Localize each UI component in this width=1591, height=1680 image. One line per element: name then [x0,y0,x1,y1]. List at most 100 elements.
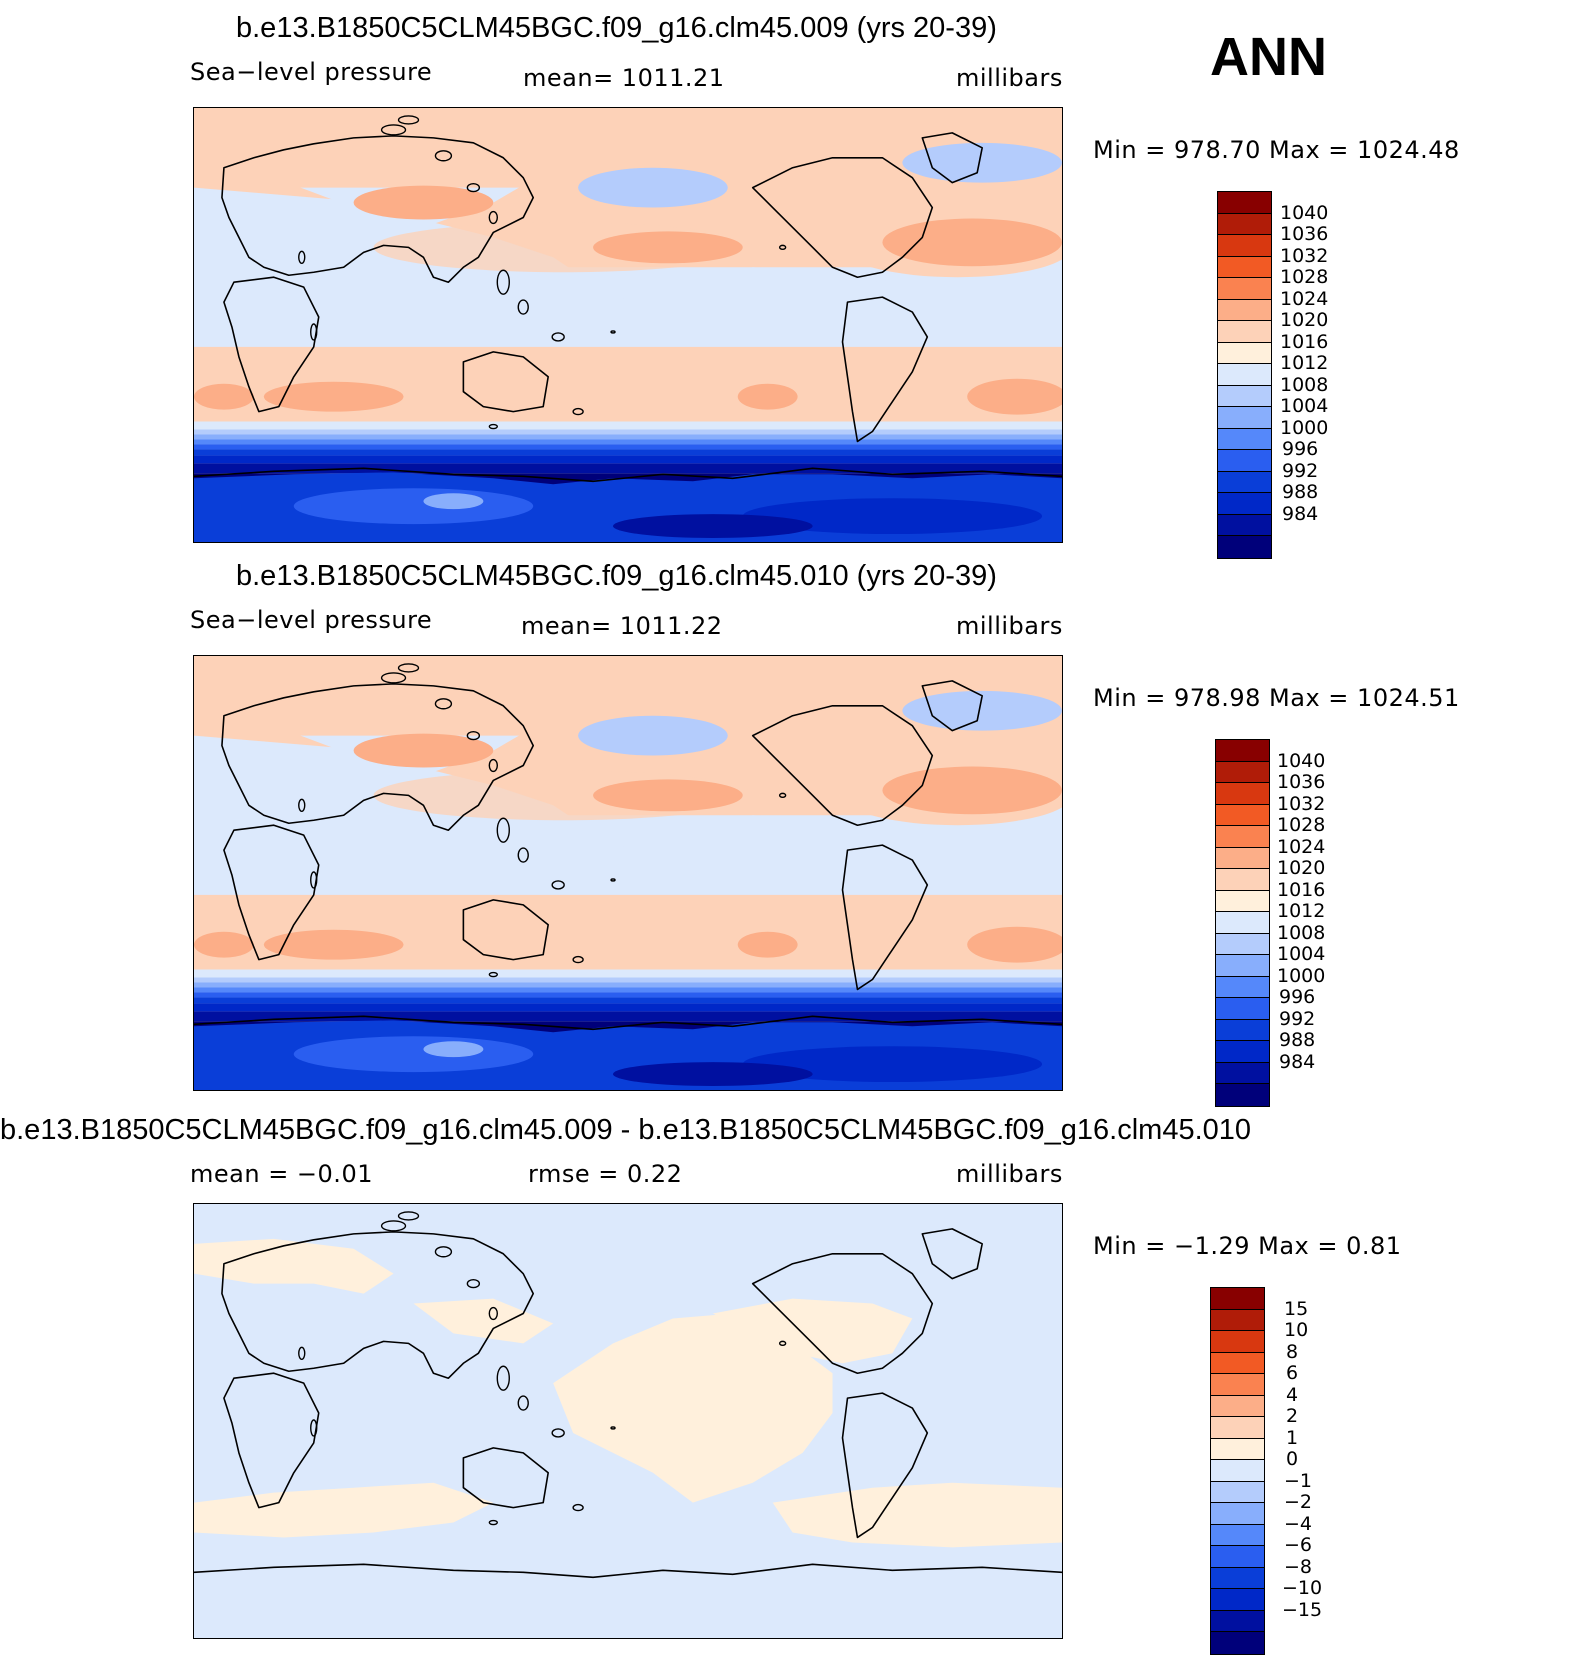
colorbar-segment [1216,869,1269,891]
colorbar-tick-label: 10 [1284,1319,1309,1341]
antarctic-field-patch [293,488,534,525]
island-outline [380,124,407,136]
colorbar-segment [1211,1567,1264,1589]
southern-ocean-low-band [194,434,1062,440]
colorbar-tick-label: −2 [1284,1491,1313,1513]
colorbar-tick-label: 996 [1279,986,1316,1008]
colorbar-segment [1216,933,1269,955]
map-svg [194,1204,1062,1638]
island-outline [610,1426,616,1430]
southern-ocean-low-band [194,992,1062,998]
colorbar-segment [1218,428,1271,450]
antarctic-field-patch [613,1062,813,1087]
n-pacific-high-core [593,231,743,264]
colorbar-segment [1211,1331,1264,1353]
colorbar-segment [1211,1438,1264,1460]
colorbar-segment [1216,1084,1269,1106]
antarctic-field-patch [742,498,1043,535]
colorbar-segment [1218,364,1271,386]
tropical-band [194,735,1062,866]
island-outline [488,971,498,978]
southern-ocean-low-band [194,1011,1062,1022]
colorbar-tick-label: −1 [1284,1469,1313,1492]
antarctic-field-patch [423,493,484,510]
positive-eurasia-region [194,1238,394,1294]
colorbar-segment [1216,847,1269,869]
colorbar-segment [1216,826,1269,848]
panel3-rmse: rmse = 0.22 [528,1160,683,1188]
southern-ocean-low-band [194,982,1062,988]
island-outline [778,244,787,251]
panel3-mean: mean = −0.01 [190,1160,373,1188]
colorbar-segment [1218,256,1271,278]
southern-ocean-low-band [194,421,1062,430]
colorbar-tick-label: 1028 [1280,266,1329,288]
panel2-variable: Sea−level pressure [190,606,433,634]
colorbar-tick-label: 1020 [1280,309,1329,331]
colorbar-segment [1216,955,1269,977]
colorbar-tick-label: 1040 [1280,201,1329,224]
island-outline [496,269,510,295]
colorbar-segment [1218,450,1271,472]
island-outline [434,150,453,162]
colorbar-segment [1218,471,1271,493]
colorbar-tick-label: 1024 [1277,835,1326,858]
island-outline [298,1346,306,1360]
aleutian-low [578,715,728,756]
south-high-cell [737,383,798,410]
colorbar-tick-label: 1032 [1277,792,1326,815]
island-outline [488,423,498,430]
colorbar-segment [1218,493,1271,515]
island-outline [551,1428,565,1438]
south-high-cell [263,381,404,412]
colorbar-segment [1218,321,1271,343]
south-high-cell [967,926,1062,963]
southern-ocean-low-band [194,449,1062,456]
colorbar-segment [1211,1524,1264,1546]
colorbar-segment [1218,342,1271,364]
island-outline [434,1246,453,1258]
colorbar-tick-label: 988 [1279,1029,1316,1051]
tropical-band [194,187,1062,318]
panel1-variable: Sea−level pressure [190,58,433,86]
island-outline [380,672,407,684]
map-svg [194,108,1062,542]
colorbar-tick-label: 1004 [1280,395,1329,417]
southern-ocean-low-band [194,429,1062,435]
aleutian-low [578,167,728,208]
colorbar-tick-label: 988 [1282,481,1319,503]
colorbar-tick-label: −6 [1284,1534,1313,1556]
southern-ocean-low-band [194,977,1062,983]
colorbar-tick-label: 992 [1282,459,1319,482]
coastline [194,132,1062,483]
colorbar-tick-label: 1016 [1277,878,1326,901]
colorbar-tick-label: 4 [1286,1383,1299,1406]
island-outline [496,817,510,843]
south-high-cell [194,383,254,410]
colorbar-tick-label: 0 [1286,1448,1299,1470]
colorbar-segment [1216,783,1269,805]
colorbar-segment [1211,1632,1264,1654]
panel1-units: millibars [956,64,1063,92]
island-outline [572,407,584,416]
colorbar-tick-label: 15 [1284,1297,1309,1320]
island-outline [397,663,420,673]
azores-high-core [882,766,1062,815]
colorbar-tick-label: 1024 [1280,287,1329,310]
colorbar-tick-label: 1008 [1280,373,1329,396]
positive-asia-region [413,1298,554,1344]
colorbar-tick-label: 8 [1286,1340,1299,1363]
panel3-minmax: Min = −1.29 Max = 0.81 [1093,1232,1402,1260]
island-outline [310,323,318,341]
panel3-colorbar [1210,1287,1265,1655]
colorbar-segment [1211,1503,1264,1525]
colorbar-segment [1211,1417,1264,1439]
south-high-cell [263,929,404,960]
island-outline [517,299,529,315]
island-outline [310,1419,318,1437]
southern-ocean-low-band [194,439,1062,445]
panel3-map [193,1203,1063,1639]
colorbar-segment [1216,1062,1269,1084]
panel3-units: millibars [956,1160,1063,1188]
colorbar-tick-label: 1028 [1277,814,1326,836]
